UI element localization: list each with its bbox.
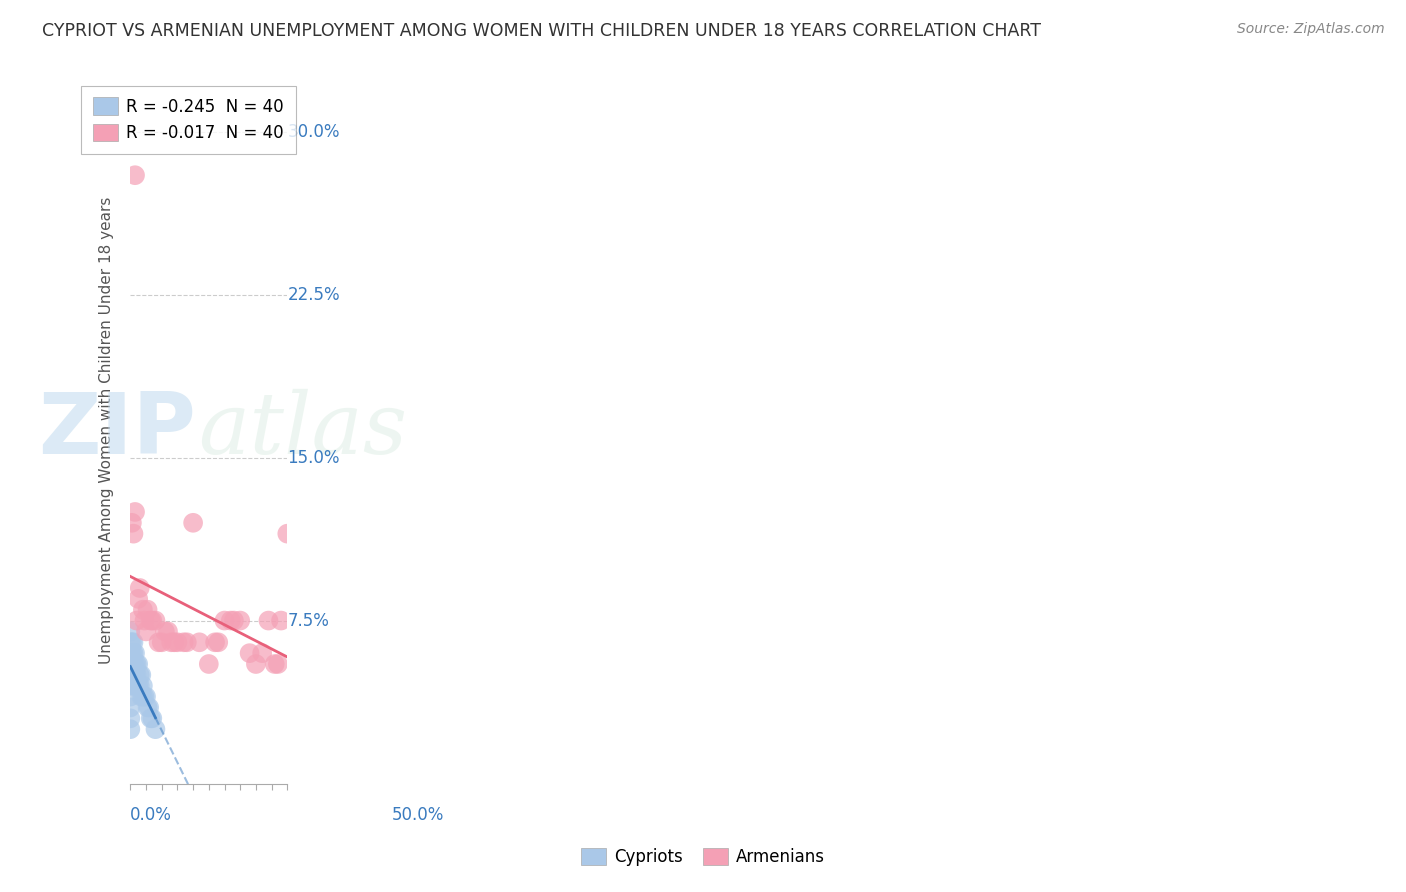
Point [145,722,167,736]
Point [198,657,221,671]
Point [214,614,236,628]
Point [128,679,150,693]
Point [148,635,170,649]
Point [122,657,145,671]
Point [229,614,252,628]
Point [222,614,245,628]
Point [120,722,142,736]
Point [132,690,155,704]
Point [163,635,186,649]
Point [173,635,195,649]
Point [122,635,145,649]
Text: Source: ZipAtlas.com: Source: ZipAtlas.com [1237,22,1385,37]
Point [188,635,211,649]
Point [219,614,242,628]
Y-axis label: Unemployment Among Women with Children Under 18 years: Unemployment Among Women with Children U… [100,197,114,665]
Text: 30.0%: 30.0% [288,123,340,141]
Point [122,646,145,660]
Text: CYPRIOT VS ARMENIAN UNEMPLOYMENT AMONG WOMEN WITH CHILDREN UNDER 18 YEARS CORREL: CYPRIOT VS ARMENIAN UNEMPLOYMENT AMONG W… [42,22,1042,40]
Point [131,668,153,682]
Point [125,668,148,682]
Point [125,679,148,693]
Point [121,635,143,649]
Point [120,624,142,639]
Point [120,700,142,714]
Point [120,679,142,693]
Point [131,690,153,704]
Point [136,603,159,617]
Point [257,614,280,628]
Point [124,668,146,682]
Point [270,614,292,628]
Point [141,711,163,725]
Point [122,668,145,682]
Point [245,657,267,671]
Text: 50.0%: 50.0% [392,806,444,824]
Point [204,635,226,649]
Point [124,168,146,182]
Point [125,614,148,628]
Point [128,581,150,595]
Point [132,603,155,617]
Point [125,657,148,671]
Point [124,646,146,660]
Point [124,657,146,671]
Point [121,668,143,682]
Point [124,505,146,519]
Point [120,668,142,682]
Point [139,614,162,628]
Point [121,646,143,660]
Text: atlas: atlas [198,389,406,472]
Text: ZIP: ZIP [38,389,197,472]
Point [138,700,160,714]
Point [120,635,142,649]
Point [150,635,173,649]
Legend: R = -0.245  N = 40, R = -0.017  N = 40: R = -0.245 N = 40, R = -0.017 N = 40 [82,86,295,153]
Point [120,711,142,725]
Point [181,516,204,530]
Point [176,635,198,649]
Point [276,526,298,541]
Point [135,624,157,639]
Point [127,679,149,693]
Point [166,635,188,649]
Text: 22.5%: 22.5% [288,285,340,303]
Point [122,679,145,693]
Point [134,690,156,704]
Text: 0.0%: 0.0% [131,806,172,824]
Legend: Cypriots, Armenians: Cypriots, Armenians [572,840,834,875]
Point [127,657,149,671]
Point [120,657,142,671]
Point [250,646,273,660]
Point [139,711,162,725]
Point [160,635,183,649]
Point [267,657,290,671]
Point [128,668,150,682]
Point [263,657,285,671]
Point [239,646,262,660]
Point [145,614,167,628]
Point [134,614,156,628]
Point [120,646,142,660]
Point [120,690,142,704]
Text: 15.0%: 15.0% [288,449,340,467]
Point [121,516,143,530]
Point [136,700,159,714]
Point [121,657,143,671]
Point [156,624,179,639]
Point [207,635,229,649]
Point [132,679,155,693]
Point [153,624,176,639]
Point [127,591,149,606]
Point [135,690,157,704]
Point [141,614,163,628]
Point [122,526,145,541]
Text: 7.5%: 7.5% [288,612,329,630]
